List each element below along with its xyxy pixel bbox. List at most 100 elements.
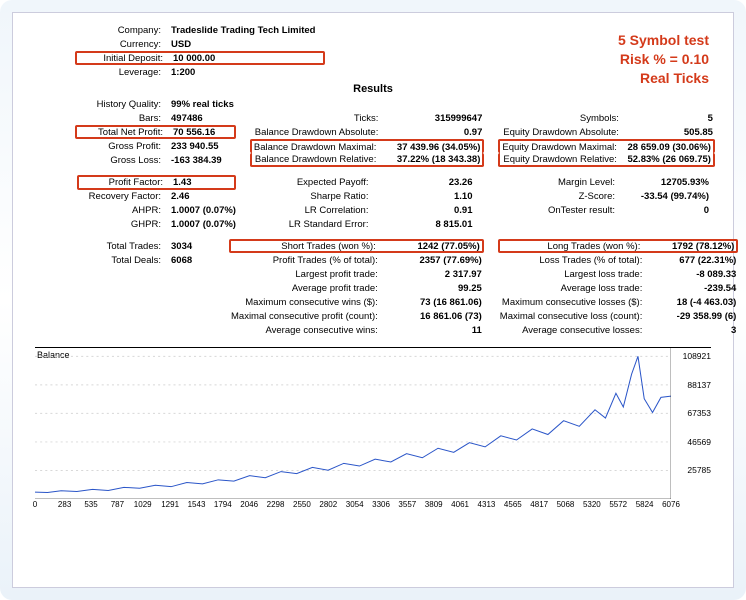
chart-y-axis: 10892188137673534656925785 (673, 348, 711, 499)
sr-label: Sharpe Ratio: (254, 191, 373, 202)
bdm-value: 37 439.96 (34.05%) (380, 142, 480, 153)
alt-value: -239.54 (646, 283, 736, 294)
st-value: 1242 (77.05%) (380, 241, 480, 252)
deposit-label: Initial Deposit: (79, 53, 167, 64)
rf-value: 2.46 (165, 191, 236, 202)
ltr-label: Loss Trades (% of total): (500, 255, 647, 266)
report-panel: 5 Symbol test Risk % = 0.10 Real Ticks C… (12, 12, 734, 588)
ticks-value: 315999647 (382, 113, 482, 124)
lrse-label: LR Standard Error: (254, 219, 373, 230)
bdm-label: Balance Drawdown Maximal: (254, 142, 381, 153)
bars-label: Bars: (77, 113, 165, 124)
stats-row-b: Profit Factor:1.43 Recovery Factor:2.46 … (35, 175, 711, 231)
acw-label: Average consecutive wins: (231, 325, 382, 336)
ahpr-label: AHPR: (77, 205, 165, 216)
lt-value: 1792 (78.12%) (644, 241, 734, 252)
pf-value: 1.43 (167, 177, 234, 188)
ticks-label: Ticks: (252, 113, 383, 124)
mcp-value: 16 861.06 (73) (382, 311, 482, 322)
edm-label: Equity Drawdown Maximal: (502, 142, 621, 153)
st-label: Short Trades (won %): (233, 241, 380, 252)
annot-line2: Risk % = 0.10 (618, 50, 709, 69)
lpt-value: 2 317.97 (382, 269, 482, 280)
company-value: Tradeslide Trading Tech Limited (165, 25, 323, 36)
pt-value: 2357 (77.69%) (382, 255, 482, 266)
sr-value: 1.10 (372, 191, 472, 202)
apt-value: 99.25 (382, 283, 482, 294)
deposit-value: 10 000.00 (167, 53, 321, 64)
ml-label: Margin Level: (490, 177, 619, 188)
gp-value: 233 940.55 (165, 141, 234, 152)
bdr-value: 37.22% (18 343.38) (380, 154, 480, 165)
tt-label: Total Trades: (77, 241, 165, 252)
outer-frame: 5 Symbol test Risk % = 0.10 Real Ticks C… (0, 0, 746, 600)
ot-label: OnTester result: (490, 205, 619, 216)
tnp-value: 70 556.16 (167, 127, 232, 138)
lrse-value: 8 815.01 (372, 219, 472, 230)
apt-label: Average profit trade: (231, 283, 382, 294)
chart-x-axis: 0283535787102912911543179420462298255028… (35, 500, 671, 511)
edr-label: Equity Drawdown Relative: (502, 154, 621, 165)
acl-value: 3 (646, 325, 736, 336)
results-title: Results (35, 83, 711, 95)
ltr-value: 677 (22.31%) (646, 255, 736, 266)
mclp-label: Maximal consecutive loss (count): (500, 311, 647, 322)
leverage-value: 1:200 (165, 67, 323, 78)
bda-value: 0.97 (382, 127, 482, 138)
annot-line1: 5 Symbol test (618, 31, 709, 50)
ahpr-value: 1.0007 (0.07%) (165, 205, 236, 216)
currency-label: Currency: (77, 39, 165, 50)
chart-plot (35, 348, 671, 499)
pt-label: Profit Trades (% of total): (231, 255, 382, 266)
sym-label: Symbols: (500, 113, 623, 124)
mcl-value: 18 (-4 463.03) (646, 297, 736, 308)
lt-label: Long Trades (won %): (502, 241, 645, 252)
td-label: Total Deals: (77, 255, 165, 266)
ml-value: 12705.93% (619, 177, 709, 188)
acw-value: 11 (382, 325, 482, 336)
alt-label: Average loss trade: (500, 283, 647, 294)
stats-row-c: Total Trades:3034 Total Deals:6068 Short… (35, 239, 711, 337)
ghpr-label: GHPR: (77, 219, 165, 230)
lrc-value: 0.91 (372, 205, 472, 216)
llt-value: -8 089.33 (646, 269, 736, 280)
eda-label: Equity Drawdown Absolute: (500, 127, 623, 138)
ot-value: 0 (619, 205, 709, 216)
mcw-value: 73 (16 861.06) (382, 297, 482, 308)
bdr-label: Balance Drawdown Relative: (254, 154, 381, 165)
stats-row-a: History Quality:99% real ticks Bars:4974… (35, 97, 711, 167)
company-label: Company: (77, 25, 165, 36)
lrc-label: LR Correlation: (254, 205, 373, 216)
tnp-label: Total Net Profit: (79, 127, 167, 138)
bars-value: 497486 (165, 113, 234, 124)
gl-value: -163 384.39 (165, 155, 234, 166)
acl-label: Average consecutive losses: (500, 325, 647, 336)
zs-value: -33.54 (99.74%) (619, 191, 709, 202)
lpt-label: Largest profit trade: (231, 269, 382, 280)
mclp-value: -29 358.99 (6) (646, 311, 736, 322)
ep-label: Expected Payoff: (254, 177, 373, 188)
tt-value: 3034 (165, 241, 213, 252)
zs-label: Z-Score: (490, 191, 619, 202)
hq-label: History Quality: (77, 99, 165, 110)
mcw-label: Maximum consecutive wins ($): (231, 297, 382, 308)
balance-chart: Balance 10892188137673534656925785 02835… (35, 347, 711, 511)
gl-label: Gross Loss: (77, 155, 165, 166)
llt-label: Largest loss trade: (500, 269, 647, 280)
bda-label: Balance Drawdown Absolute: (252, 127, 383, 138)
mcp-label: Maximal consecutive profit (count): (231, 311, 382, 322)
leverage-label: Leverage: (77, 67, 165, 78)
edr-value: 52.83% (26 069.75) (621, 154, 711, 165)
mcl-label: Maximum consecutive losses ($): (500, 297, 647, 308)
ghpr-value: 1.0007 (0.07%) (165, 219, 236, 230)
currency-value: USD (165, 39, 323, 50)
rf-label: Recovery Factor: (77, 191, 165, 202)
header-block: Company:Tradeslide Trading Tech Limited … (35, 23, 325, 79)
sym-value: 5 (623, 113, 713, 124)
td-value: 6068 (165, 255, 213, 266)
edm-value: 28 659.09 (30.06%) (621, 142, 711, 153)
annot-line3: Real Ticks (618, 69, 709, 88)
eda-value: 505.85 (623, 127, 713, 138)
gp-label: Gross Profit: (77, 141, 165, 152)
annotation-box: 5 Symbol test Risk % = 0.10 Real Ticks (618, 31, 709, 88)
